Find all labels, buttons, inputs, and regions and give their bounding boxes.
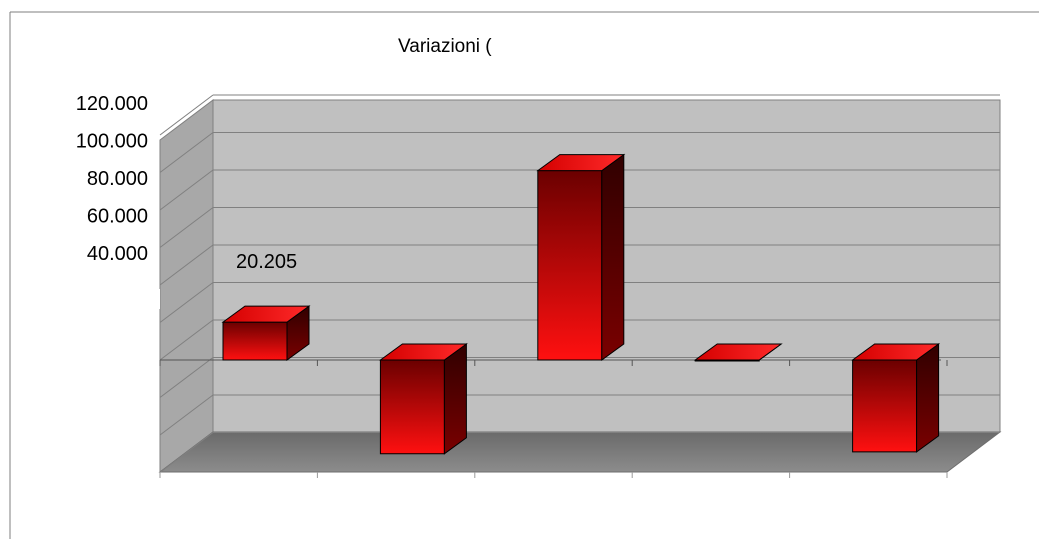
bar-top: [221, 305, 311, 323]
y-tick-label: 40.000: [87, 243, 148, 265]
bar-top: [693, 343, 783, 361]
gridline-side: [159, 94, 214, 136]
gridline-side: [159, 357, 214, 398]
gridline-side: [159, 244, 214, 286]
y-axis-tick-labels: 120.000 100.000 80.000 60.000 40.000: [60, 93, 160, 309]
bar-top: [536, 154, 626, 172]
gridline-side: [159, 169, 214, 211]
bar-side: [601, 153, 625, 361]
bar-side: [916, 343, 940, 453]
y-tick-label: 120.000: [76, 93, 148, 115]
gridline-side: [159, 282, 214, 323]
bar: [536, 153, 626, 361]
gridline-side: [159, 394, 214, 436]
bar-front: [537, 170, 603, 361]
side-wall: [159, 98, 214, 474]
bar-side: [443, 343, 467, 455]
gridline-side: [159, 207, 214, 248]
gridline-side: [159, 432, 214, 473]
y-tick-label: 80.000: [87, 168, 148, 190]
bar: [221, 305, 311, 361]
bar-top: [851, 343, 941, 361]
bar: [851, 343, 941, 453]
bar-front: [852, 359, 918, 453]
gridline-side: [159, 319, 214, 361]
bar-top: [378, 343, 468, 361]
bar: [693, 343, 783, 362]
tick-label-mask: [60, 289, 160, 309]
data-labels: 20.205: [236, 251, 297, 273]
data-label: 20.205: [236, 251, 297, 273]
gridline-side: [159, 132, 214, 173]
bar-front: [222, 321, 288, 361]
bars: [221, 153, 941, 455]
chart-title: Variazioni (: [398, 36, 492, 57]
y-tick-label: 60.000: [87, 206, 148, 228]
y-tick-label: 100.000: [76, 131, 148, 153]
bar: [378, 343, 468, 455]
bar-front: [379, 359, 445, 455]
